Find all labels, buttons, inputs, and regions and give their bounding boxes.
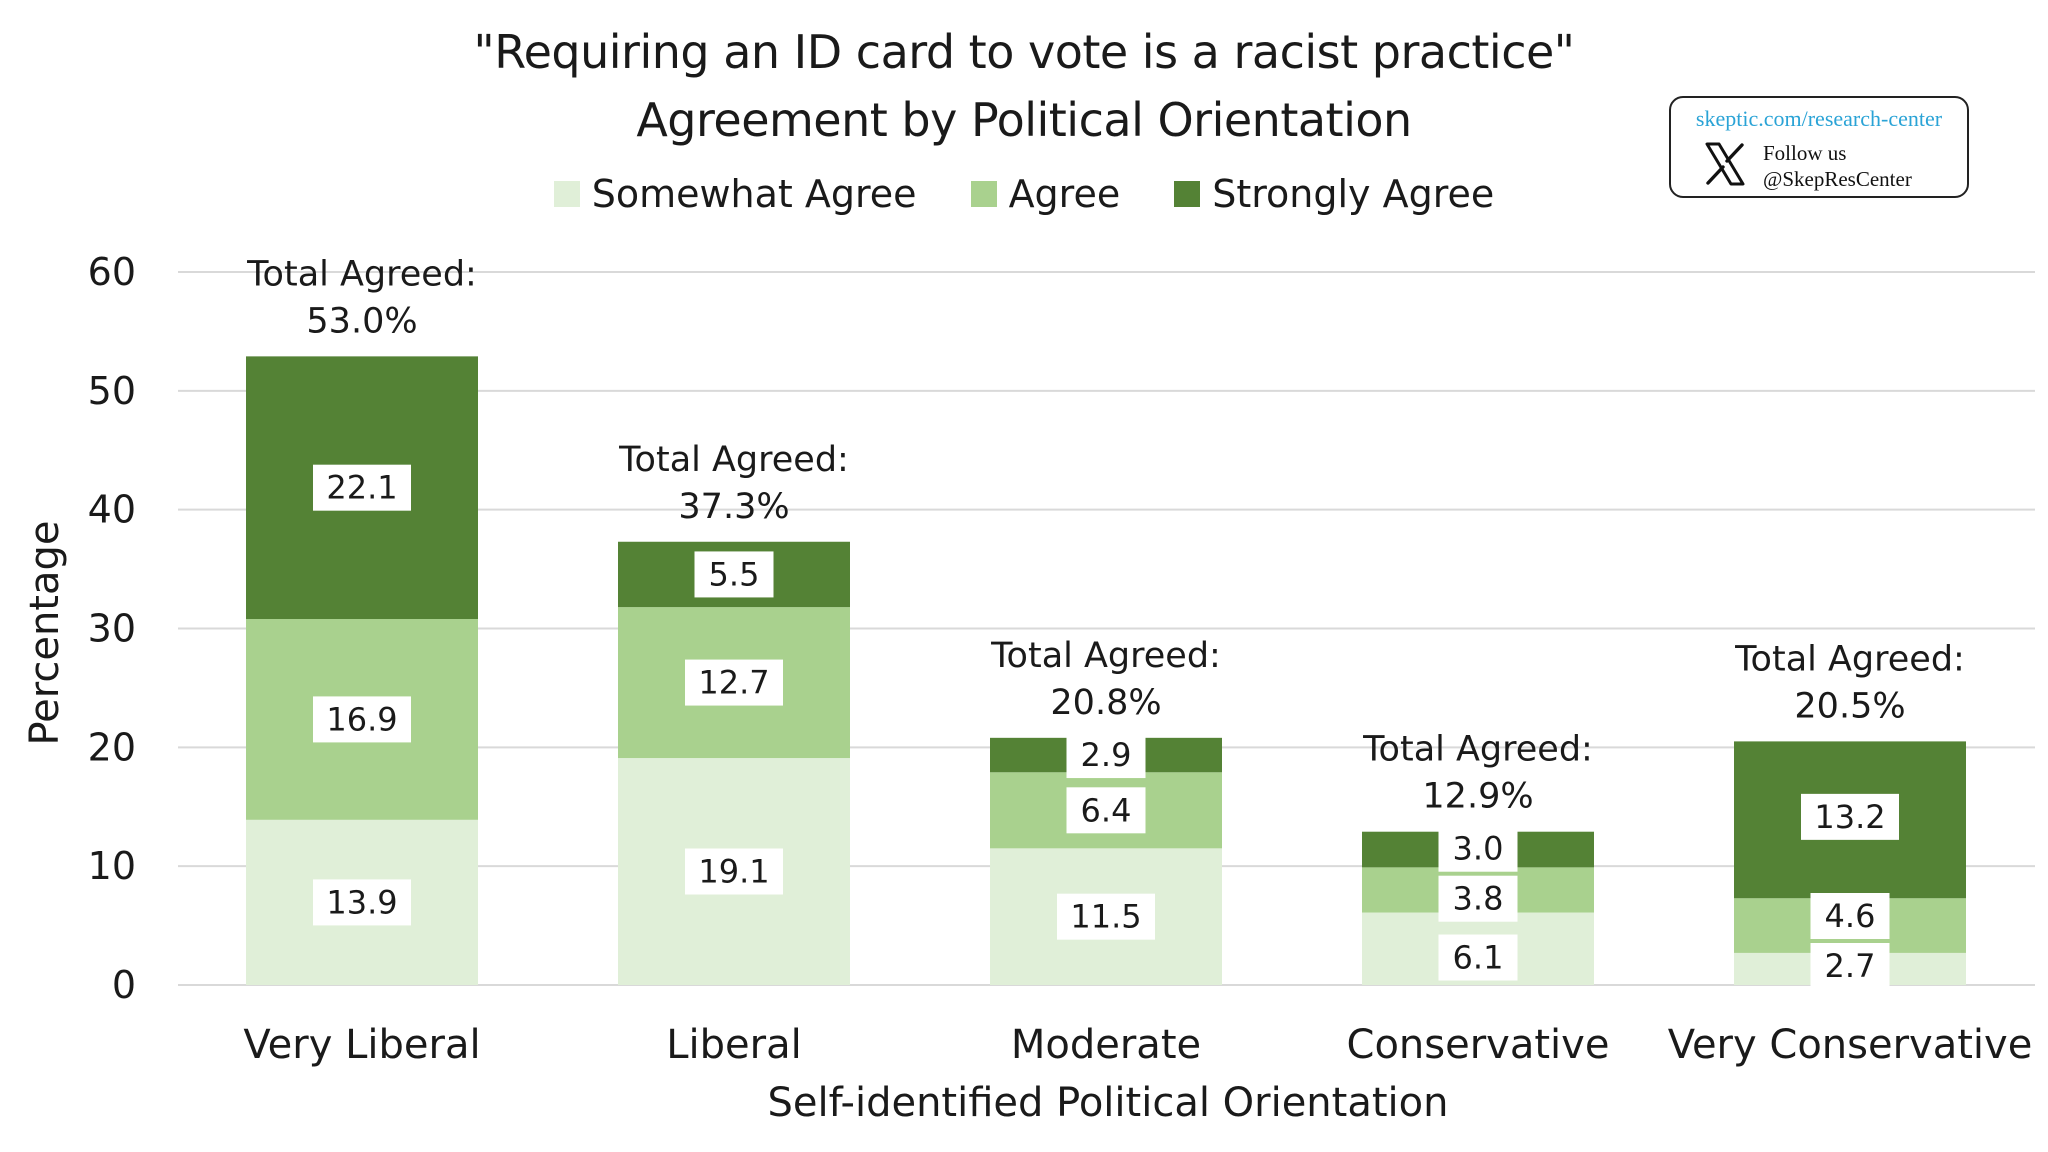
value-label: 6.4 [1081, 791, 1132, 829]
total-agreed-label: Total Agreed: [1362, 730, 1593, 770]
y-axis-title: Percentage [22, 520, 68, 745]
value-label: 2.9 [1081, 736, 1132, 774]
value-label-box [1438, 875, 1518, 922]
value-label-box [1057, 893, 1155, 940]
social-follow-text: Follow us @SkepResCenter [1763, 140, 1912, 192]
value-label: 2.7 [1825, 947, 1876, 985]
legend-label-agree: Agree [1008, 172, 1121, 216]
legend-item-strongly-agree: Strongly Agree [1174, 172, 1494, 216]
value-label: 6.1 [1453, 939, 1504, 977]
social-handle[interactable]: @SkepResCenter [1763, 167, 1912, 191]
value-label-box [1810, 943, 1890, 989]
total-agreed-label: Total Agreed: [1734, 639, 1965, 679]
value-label-box [1438, 825, 1518, 872]
value-label-box [313, 879, 411, 926]
total-agreed-label: Total Agreed: [618, 440, 849, 480]
y-tick-label: 0 [112, 963, 136, 1007]
total-agreed-value: 53.0% [306, 301, 417, 341]
chart-title: "Requiring an ID card to vote is a racis… [0, 18, 2048, 154]
y-tick-label: 10 [88, 844, 136, 888]
value-label: 11.5 [1070, 898, 1141, 936]
legend-item-agree: Agree [970, 172, 1121, 216]
x-category-label: Conservative [1347, 1022, 1610, 1068]
x-axis-title: Self-identified Political Orientation [768, 1080, 1449, 1126]
x-category-label: Very Liberal [243, 1022, 480, 1068]
follow-us-label: Follow us [1763, 141, 1847, 165]
value-label: 3.8 [1453, 880, 1504, 918]
legend-swatch-agree [970, 181, 997, 207]
total-agreed-value: 37.3% [678, 487, 789, 527]
social-badge[interactable]: skeptic.com/research-center Follow us @S… [1669, 96, 1969, 198]
x-category-label: Liberal [666, 1022, 801, 1068]
y-tick-label: 60 [88, 250, 136, 294]
legend-label-somewhat-agree: Somewhat Agree [591, 172, 917, 216]
total-agreed-label: Total Agreed: [990, 636, 1221, 676]
y-tick-label: 40 [88, 488, 136, 532]
value-label: 5.5 [709, 555, 760, 593]
value-label-box [313, 696, 411, 743]
y-tick-label: 30 [88, 607, 136, 651]
chart-legend: Somewhat Agree Agree Strongly Agree [0, 172, 2048, 216]
value-label: 4.6 [1825, 897, 1876, 935]
total-agreed-value: 20.5% [1794, 686, 1905, 726]
total-agreed-value: 12.9% [1422, 777, 1533, 817]
value-label-box [1801, 793, 1899, 840]
value-label: 13.9 [326, 883, 397, 921]
axes: Percentage Self-identified Political Ori… [22, 250, 2032, 1126]
value-label-box [313, 464, 411, 511]
legend-swatch-somewhat-agree [553, 181, 580, 207]
bar-labels: 13.9 16.9 22.1 Total Agreed: 53.0% 19.1 12.7 5.… [246, 254, 1965, 989]
value-label-box [1066, 732, 1146, 779]
x-category-label: Moderate [1011, 1022, 1201, 1068]
value-label-box [685, 659, 783, 706]
total-agreed-label: Total Agreed: [246, 254, 477, 294]
research-center-link[interactable]: skeptic.com/research-center [1695, 106, 1943, 131]
chart-title-line-1: "Requiring an ID card to vote is a racis… [473, 25, 1575, 79]
x-category-label: Very Conservative [1668, 1022, 2033, 1068]
value-label-box [1066, 787, 1146, 834]
total-agreed-value: 20.8% [1050, 683, 1161, 723]
value-label: 16.9 [326, 700, 397, 738]
legend-label-strongly-agree: Strongly Agree [1212, 172, 1495, 216]
legend-item-somewhat-agree: Somewhat Agree [553, 172, 917, 216]
legend-swatch-strongly-agree [1174, 181, 1201, 207]
value-label-box [694, 551, 774, 598]
value-label-box [685, 848, 783, 895]
value-label: 3.0 [1453, 830, 1504, 868]
y-tick-label: 50 [88, 369, 136, 413]
value-label: 12.7 [698, 664, 769, 702]
x-logo-icon [1705, 142, 1745, 186]
y-tick-label: 20 [88, 725, 136, 769]
value-label-box [1810, 893, 1890, 939]
value-label-box [1438, 934, 1518, 981]
chart-title-line-2: Agreement by Political Orientation [636, 93, 1412, 147]
value-label: 19.1 [698, 853, 769, 891]
value-label: 13.2 [1814, 798, 1885, 836]
value-label: 22.1 [326, 469, 397, 507]
